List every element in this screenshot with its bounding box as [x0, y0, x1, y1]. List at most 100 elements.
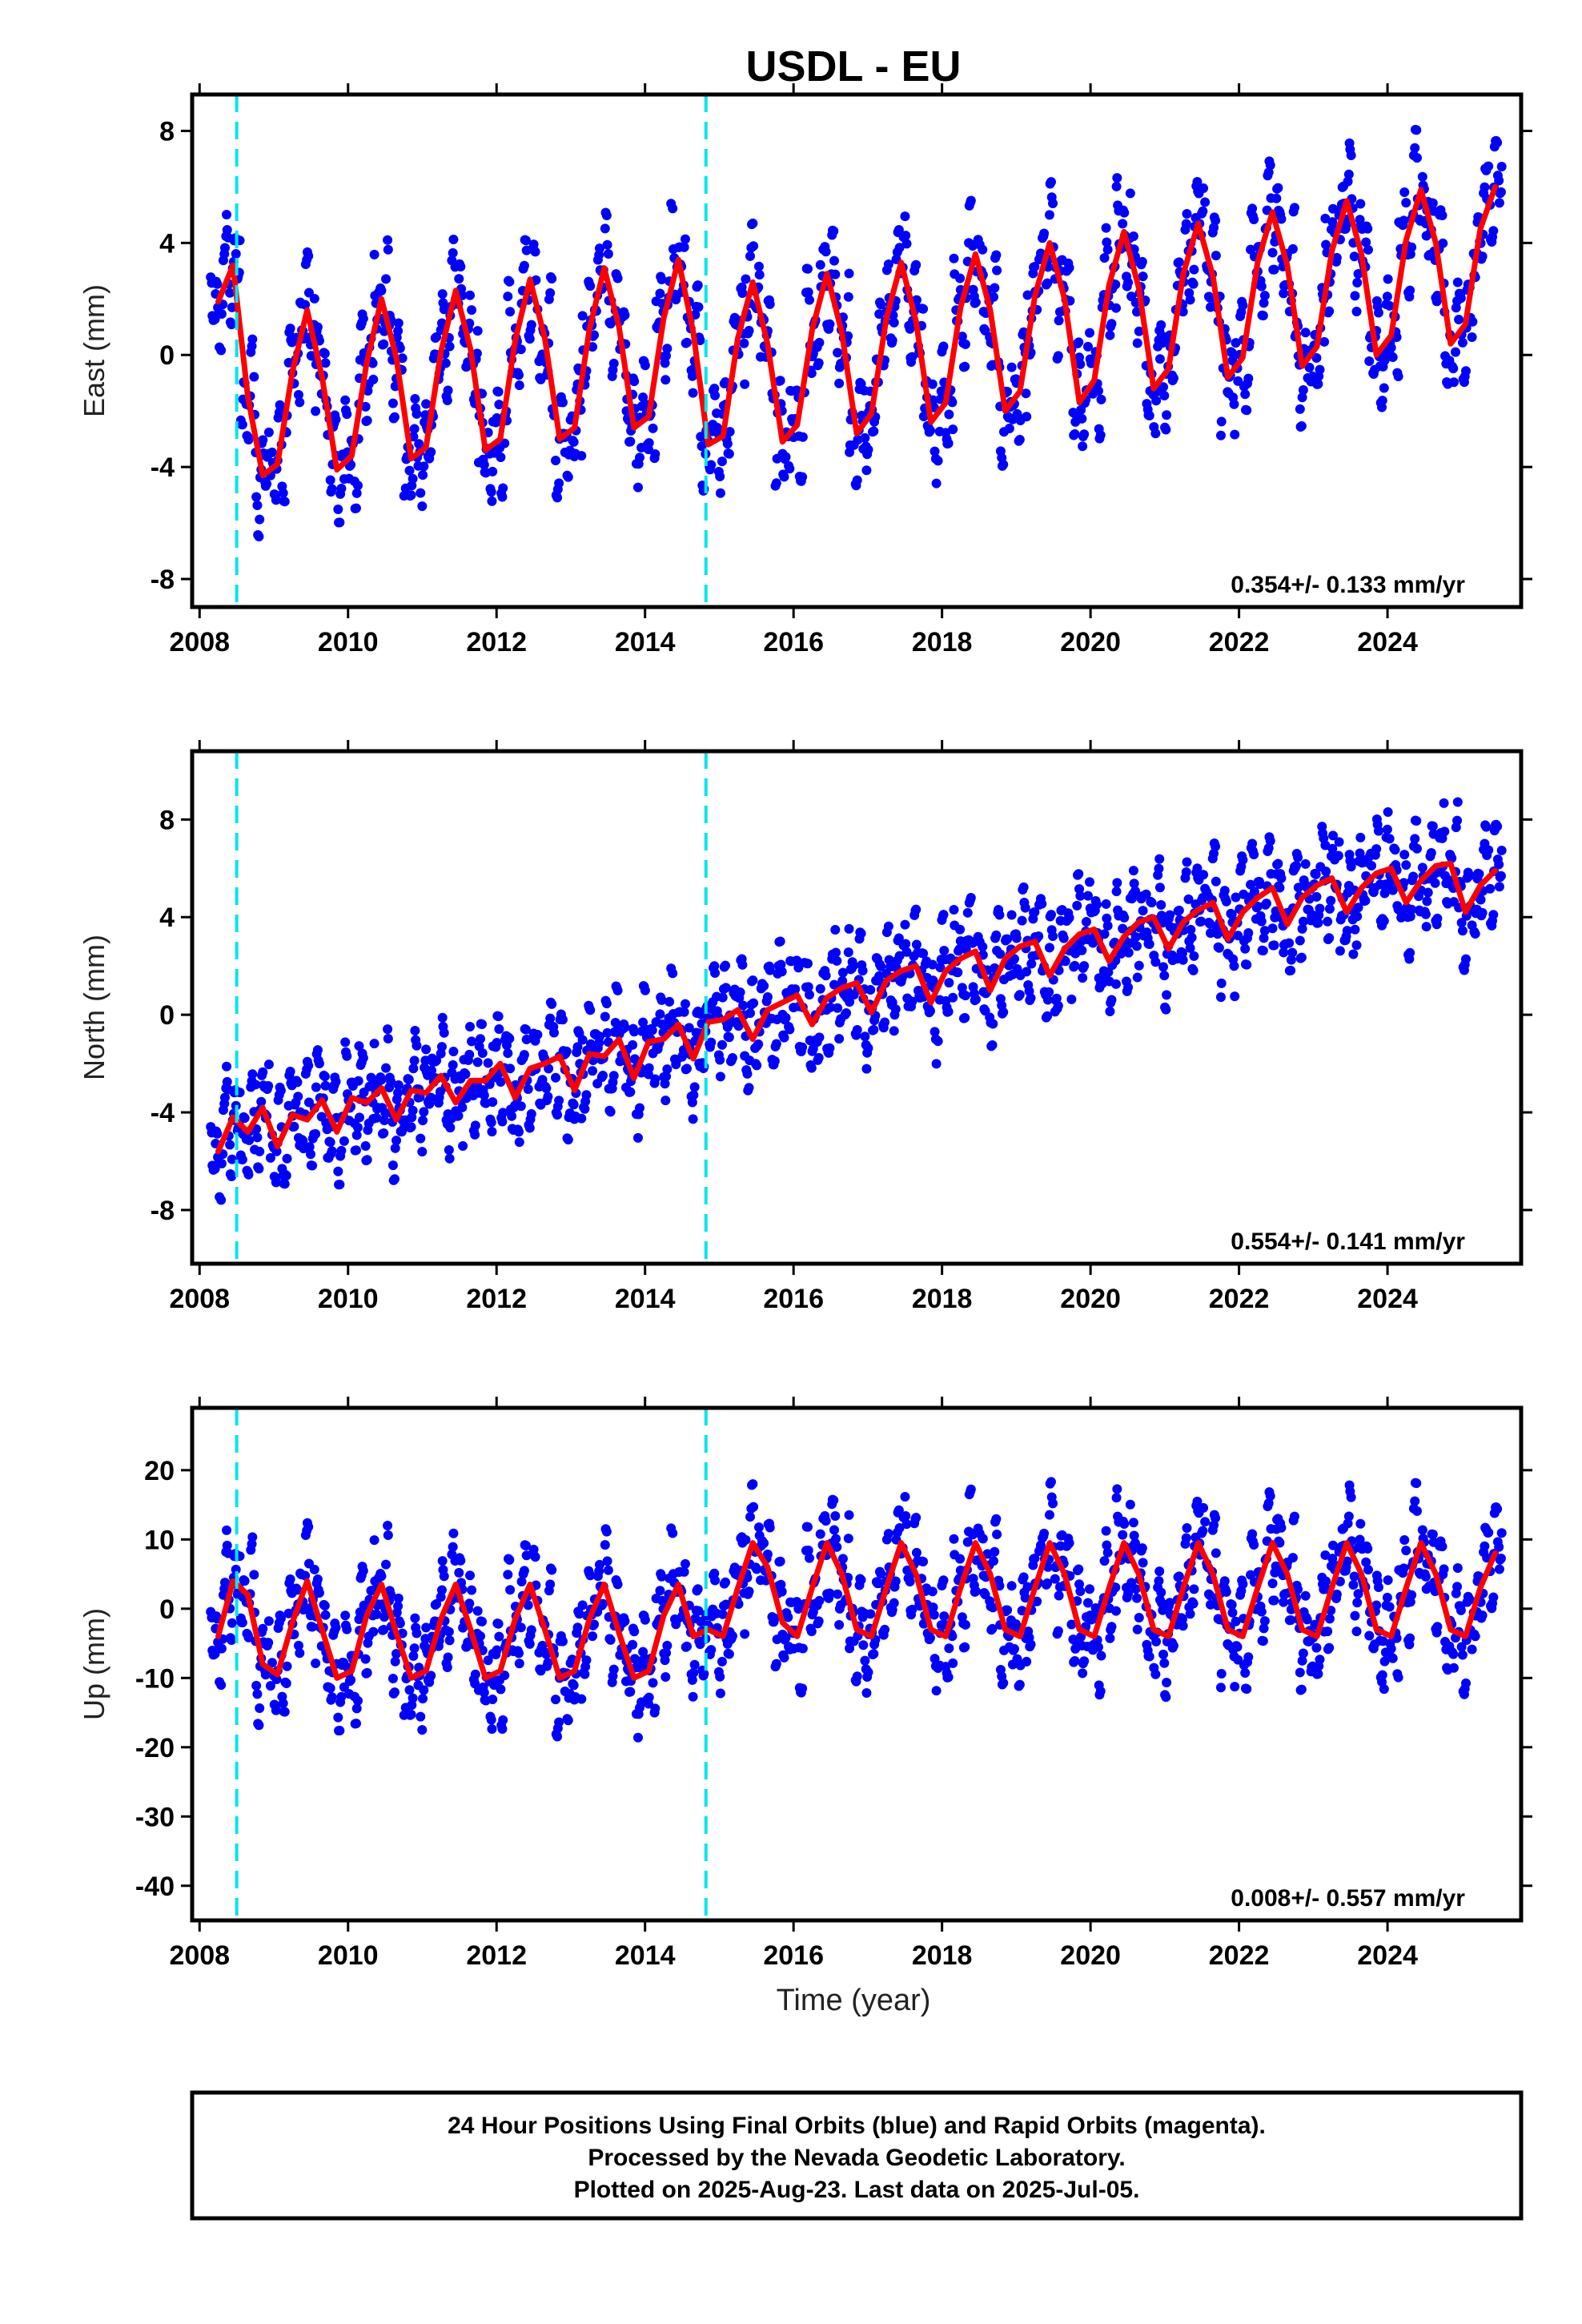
data-point — [1054, 316, 1064, 326]
data-point — [389, 1687, 400, 1698]
data-point — [712, 1608, 722, 1618]
data-point — [745, 1008, 756, 1019]
data-point — [910, 1514, 921, 1524]
data-point — [605, 1634, 616, 1645]
data-point — [219, 1583, 230, 1594]
data-point — [715, 1055, 725, 1065]
data-point — [1134, 326, 1144, 336]
data-point — [830, 925, 841, 935]
data-point — [1444, 875, 1455, 886]
data-point — [815, 259, 825, 270]
data-point — [493, 1618, 504, 1629]
data-point — [911, 939, 921, 950]
rate-label-up: 0.008+/- 0.557 mm/yr — [1231, 1885, 1465, 1912]
data-point — [551, 455, 561, 465]
data-point — [1106, 319, 1117, 329]
data-point — [883, 921, 893, 931]
data-point — [628, 1639, 638, 1650]
data-point — [1126, 1578, 1137, 1588]
data-point — [251, 1080, 261, 1090]
data-point — [254, 1720, 264, 1731]
data-point — [890, 1004, 901, 1015]
data-point — [412, 408, 422, 419]
data-point — [437, 289, 448, 300]
data-point — [612, 273, 623, 283]
data-point — [391, 1649, 402, 1659]
data-point — [362, 1155, 372, 1165]
x-tick-label: 2008 — [169, 1284, 230, 1314]
data-point — [834, 1034, 845, 1044]
data-point — [472, 348, 482, 359]
data-point — [1387, 352, 1398, 363]
data-point — [1064, 1538, 1074, 1548]
data-point — [741, 274, 751, 284]
data-point — [490, 1677, 500, 1687]
data-point — [537, 1075, 548, 1085]
data-point — [671, 295, 681, 305]
data-point — [987, 1040, 998, 1051]
data-point — [336, 484, 347, 494]
data-point — [1230, 991, 1240, 1002]
data-point — [497, 1724, 508, 1735]
data-point — [921, 1583, 932, 1594]
data-point — [797, 1683, 808, 1694]
rate-label-east: 0.354+/- 0.133 mm/yr — [1231, 572, 1465, 598]
data-point — [1426, 848, 1436, 858]
data-point — [947, 397, 958, 408]
data-point — [693, 1584, 703, 1594]
data-point — [417, 1725, 428, 1735]
data-point — [825, 1043, 835, 1053]
data-point — [389, 1174, 400, 1184]
data-point — [594, 1038, 604, 1048]
data-point — [955, 924, 966, 935]
data-point — [419, 1685, 429, 1695]
data-point — [612, 1579, 623, 1590]
data-point — [360, 1654, 371, 1664]
data-point — [1231, 892, 1241, 903]
data-point — [938, 1577, 948, 1587]
data-point — [966, 197, 976, 207]
data-point — [563, 1135, 573, 1145]
data-point — [1013, 413, 1023, 424]
data-point — [258, 435, 268, 445]
data-point — [1075, 1586, 1086, 1596]
data-point — [437, 1012, 448, 1023]
data-point — [255, 514, 265, 525]
data-point — [1338, 1523, 1348, 1534]
data-point — [1134, 1613, 1144, 1623]
data-point — [1128, 231, 1138, 242]
data-point — [1363, 1543, 1373, 1554]
data-point — [1352, 911, 1363, 922]
data-point — [1417, 1525, 1427, 1535]
data-point — [1044, 943, 1054, 953]
data-point — [333, 1166, 343, 1176]
data-point — [528, 239, 539, 250]
data-point — [801, 287, 811, 298]
data-point — [219, 1099, 230, 1109]
data-point — [1079, 961, 1090, 971]
data-point — [992, 265, 1002, 275]
data-point — [1355, 1534, 1365, 1545]
data-point — [254, 532, 264, 542]
data-point — [600, 1540, 610, 1550]
data-point — [930, 1027, 940, 1037]
data-point — [825, 319, 835, 329]
data-point — [1275, 883, 1285, 893]
data-point — [295, 397, 305, 408]
data-point — [577, 1600, 588, 1610]
data-point — [505, 307, 516, 317]
data-point — [336, 1145, 347, 1156]
data-point — [1161, 1692, 1171, 1703]
data-point — [794, 431, 805, 441]
data-point — [314, 1059, 324, 1069]
data-point — [592, 1079, 603, 1089]
data-point — [570, 1691, 580, 1702]
data-point — [719, 984, 729, 995]
data-point — [987, 1623, 998, 1634]
data-point — [668, 203, 678, 214]
data-point — [239, 1113, 250, 1124]
data-point — [845, 990, 855, 1000]
data-point — [994, 1581, 1005, 1591]
y-axis-label-north: North (mm) — [78, 935, 110, 1080]
data-point — [282, 1153, 292, 1164]
